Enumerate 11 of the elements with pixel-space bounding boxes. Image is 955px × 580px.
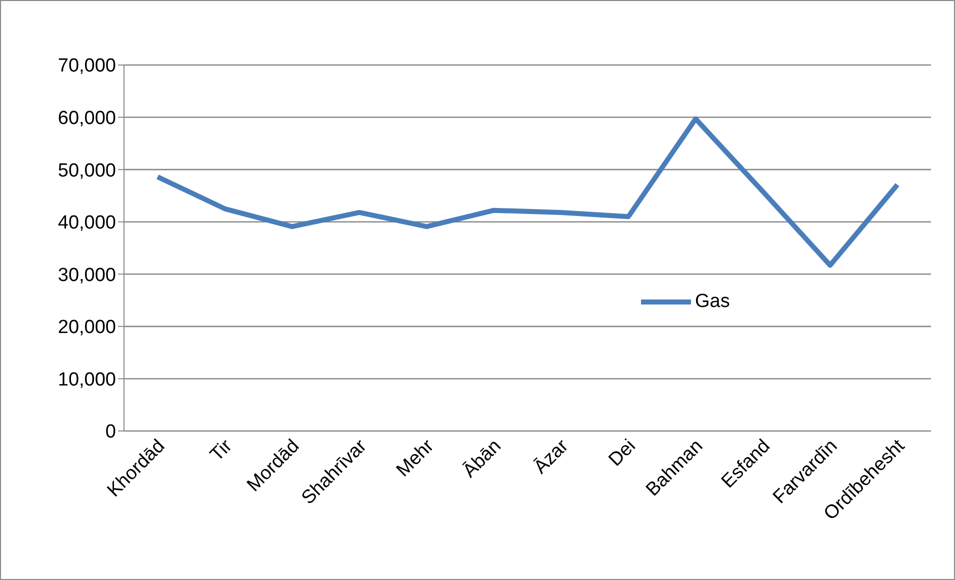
y-tick-label: 60,000	[58, 108, 116, 130]
y-tick-label: 50,000	[58, 160, 116, 182]
y-tick-label: 10,000	[58, 369, 116, 390]
y-tick-label: 70,000	[58, 56, 116, 77]
legend-label: Gas	[695, 291, 730, 313]
y-tick-label: 0	[105, 422, 116, 443]
x-tick-label: Tir	[206, 435, 237, 466]
y-tick-label: 40,000	[58, 212, 116, 234]
x-tick-label: Dei	[604, 436, 640, 471]
y-tick-label: 30,000	[58, 264, 116, 286]
y-tick-label: 20,000	[58, 317, 116, 338]
